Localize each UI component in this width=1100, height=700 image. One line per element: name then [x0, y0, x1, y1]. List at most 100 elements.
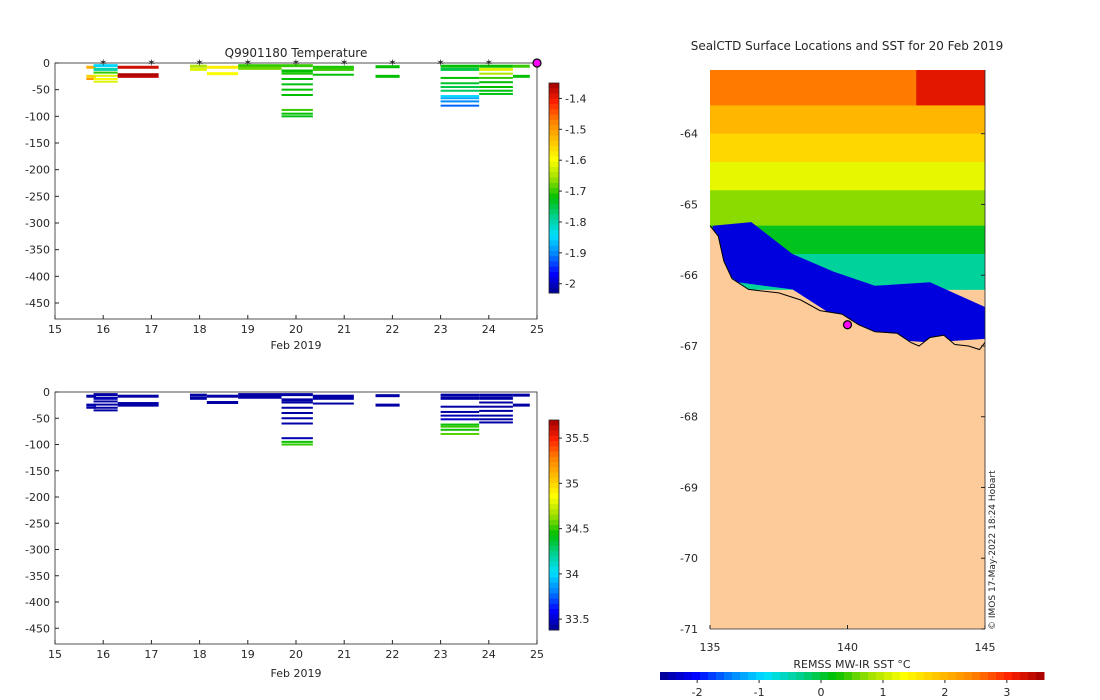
profile-10-layer-7 — [479, 421, 513, 424]
colorbar-frame — [548, 419, 560, 631]
colorbar-frame — [548, 82, 560, 294]
profile-10-layer-2 — [479, 401, 513, 404]
profile-1-layer-1 — [93, 396, 118, 400]
profile-0-layer-2 — [86, 406, 96, 409]
map-y-tick-label-0: -64 — [680, 128, 698, 141]
profile-6-layer-0 — [281, 64, 313, 68]
colorbar-segment-4 — [549, 104, 559, 110]
profile-10-layer-0 — [479, 64, 513, 68]
sst-colorbar-segment-18 — [804, 672, 813, 680]
profile-9-layer-2 — [440, 76, 480, 79]
profile-1-layer-4 — [93, 78, 118, 80]
colorbar-segment-10 — [549, 135, 559, 142]
sst-colorbar-segment-47 — [1036, 672, 1045, 680]
y-tick-label-1: -50 — [32, 412, 50, 425]
x-tick-label-2: 17 — [144, 323, 158, 336]
colorbar-tick-label-0: -1.4 — [565, 92, 586, 105]
profile-2-layer-0 — [117, 65, 159, 69]
colorbar-segment-23 — [549, 540, 559, 547]
y-tick-label-5: -250 — [25, 190, 50, 203]
colorbar-tick-label-1: -1.5 — [565, 123, 586, 136]
colorbar-segment-10 — [549, 472, 559, 479]
profile-9-layer-0 — [440, 393, 480, 397]
y-tick-label-4: -200 — [25, 164, 50, 177]
sst-colorbar-tick-label-5: 3 — [1003, 686, 1010, 699]
profile-9-layer-9 — [440, 104, 480, 107]
sst-colorbar-segment-14 — [772, 672, 781, 680]
x-tick-label-6: 21 — [337, 323, 351, 336]
profile-0-layer-1 — [86, 74, 96, 78]
colorbar-tick-label-5: -1.9 — [565, 247, 586, 260]
colorbar-segment-15 — [549, 498, 559, 505]
x-tick-label-7: 22 — [385, 323, 399, 336]
colorbar-segment-27 — [549, 224, 559, 231]
x-tick-label-10: 25 — [530, 323, 544, 336]
profile-2-layer-2 — [117, 404, 159, 407]
profile-3-layer-1 — [189, 67, 207, 71]
colorbar-segment-32 — [549, 588, 559, 594]
colorbar-segment-24 — [549, 546, 559, 552]
colorbar-segment-9 — [549, 467, 559, 473]
colorbar-tick-label-2: -1.6 — [565, 154, 586, 167]
colorbar-tick-label-4: -1.8 — [565, 216, 586, 229]
surface-marker-6: ✶ — [388, 58, 396, 69]
profile-6-layer-9 — [281, 443, 313, 446]
sst-colorbar-segment-22 — [836, 672, 845, 680]
sst-colorbar-segment-27 — [876, 672, 885, 680]
y-tick-label-6: -300 — [25, 217, 50, 230]
colorbar-segment-8 — [549, 462, 559, 468]
map-y-tick-label-5: -69 — [680, 481, 698, 494]
profile-6-layer-6 — [281, 422, 313, 425]
colorbar-tick-label-3: 34 — [565, 568, 579, 581]
colorbar-segment-33 — [549, 256, 559, 262]
colorbar-segment-2 — [549, 93, 559, 100]
profile-10-layer-2 — [479, 72, 513, 75]
sst-map — [709, 70, 986, 629]
colorbar-segment-37 — [549, 614, 559, 620]
temperature-xlabel: Feb 2019 — [271, 339, 322, 352]
sst-colorbar-tick-label-4: 2 — [941, 686, 948, 699]
colorbar-segment-0 — [549, 83, 559, 89]
colorbar-segment-22 — [549, 535, 559, 542]
sst-colorbar-segment-0 — [660, 672, 669, 680]
profile-2-layer-2 — [117, 75, 159, 78]
colorbar-segment-32 — [549, 251, 559, 257]
profile-4-layer-1 — [206, 401, 239, 404]
sst-colorbar-segment-32 — [916, 672, 925, 680]
colorbar-segment-38 — [549, 619, 559, 626]
colorbar-segment-29 — [549, 572, 559, 578]
map-y-tick-label-2: -66 — [680, 269, 698, 282]
y-tick-label-6: -300 — [25, 544, 50, 557]
temperature-colorbar: -1.4 -1.5 -1.6 -1.7 -1.8 -1.9 -2 — [548, 82, 586, 294]
surface-marker-8: ✶ — [485, 58, 493, 69]
surface-marker-5: ✶ — [340, 58, 348, 69]
profile-9-layer-9 — [440, 433, 480, 435]
profile-9-layer-7 — [440, 425, 480, 428]
profile-9-layer-8 — [440, 100, 480, 103]
sst-colorbar-segment-25 — [860, 672, 869, 680]
profile-7-layer-2 — [312, 73, 354, 76]
profile-10-layer-4 — [479, 409, 513, 412]
profile-1-layer-5 — [93, 409, 118, 412]
colorbar-segment-3 — [549, 98, 559, 105]
colorbar-segment-19 — [549, 519, 559, 526]
salinity-profiles — [86, 393, 530, 446]
map-y-tick-label-6: -70 — [680, 552, 698, 565]
colorbar-segment-35 — [549, 266, 559, 273]
colorbar-segment-34 — [549, 598, 559, 605]
seal-location-marker — [842, 320, 853, 330]
colorbar-tick-label-4: 33.5 — [565, 613, 590, 626]
profile-6-layer-1 — [281, 398, 313, 402]
sst-colorbar-segment-7 — [716, 672, 725, 680]
colorbar-segment-23 — [549, 203, 559, 210]
salinity-axes: 15 16 17 18 19 20 21 22 23 24 25 0 -50 -100 -150 -200 -2… — [25, 386, 544, 661]
profile-6-layer-4 — [281, 83, 313, 86]
profile-8-layer-1 — [375, 403, 400, 407]
sst-colorbar-segment-3 — [684, 672, 693, 680]
profile-6-layer-0 — [281, 393, 313, 397]
x-tick-label-0: 15 — [48, 323, 62, 336]
x-tick-label-5: 20 — [289, 648, 303, 661]
sst-colorbar-segment-20 — [820, 672, 829, 680]
colorbar-tick-label-3: -1.7 — [565, 185, 586, 198]
colorbar-tick-label-6: -2 — [565, 278, 576, 291]
